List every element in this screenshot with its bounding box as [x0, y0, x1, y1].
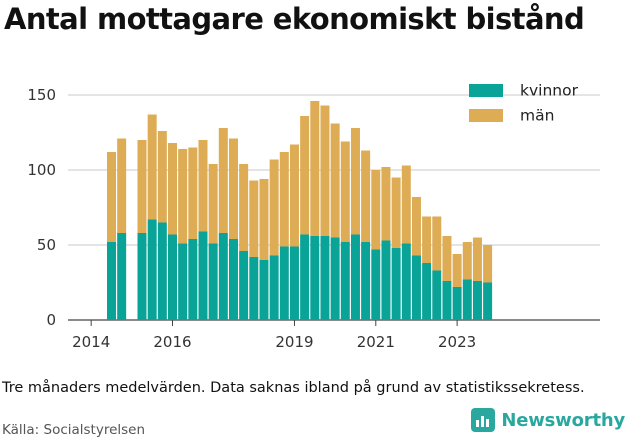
bar-kvinnor-2014Q4 — [117, 233, 127, 320]
bar-kvinnor-2020Q4 — [361, 242, 371, 320]
bar-man-2018Q2 — [259, 179, 269, 260]
bar-kvinnor-2018Q1 — [249, 257, 259, 320]
bar-man-2017Q4 — [239, 164, 249, 251]
bar-kvinnor-2019Q4 — [320, 236, 330, 320]
bar-chart: 0 50 100 150 2014 2016 2019 2021 2023 kvinnor mä… — [27, 82, 600, 351]
bar-kvinnor-2019Q2 — [300, 234, 310, 320]
bar-kvinnor-2023Q4 — [483, 282, 493, 320]
bar-man-2022Q3 — [432, 216, 442, 271]
bar-man-2016Q2 — [178, 149, 188, 244]
bars — [107, 101, 493, 320]
bar-kvinnor-2020Q3 — [350, 234, 360, 320]
bar-kvinnor-2022Q3 — [432, 270, 442, 320]
bar-man-2020Q4 — [361, 150, 371, 242]
bar-kvinnor-2018Q2 — [259, 260, 269, 320]
bar-kvinnor-2019Q1 — [289, 246, 299, 320]
bar-kvinnor-2017Q3 — [228, 239, 238, 320]
bar-man-2020Q3 — [350, 128, 360, 235]
bar-kvinnor-2023Q3 — [472, 281, 482, 320]
bar-man-2018Q3 — [269, 159, 279, 256]
bar-kvinnor-2021Q1 — [371, 249, 381, 320]
bar-kvinnor-2016Q2 — [178, 243, 188, 320]
bar-kvinnor-2018Q4 — [279, 246, 289, 320]
bar-man-2018Q1 — [249, 180, 259, 257]
bar-kvinnor-2018Q3 — [269, 255, 279, 320]
bar-kvinnor-2017Q1 — [208, 243, 218, 320]
bar-man-2020Q2 — [340, 141, 350, 242]
x-axis-tick-labels: 2014 2016 2019 2021 2023 — [72, 333, 476, 351]
bar-kvinnor-2015Q2 — [137, 233, 147, 320]
bar-man-2023Q2 — [462, 242, 472, 280]
bar-kvinnor-2022Q4 — [442, 281, 452, 320]
bar-man-2015Q4 — [157, 131, 167, 223]
legend: kvinnor män — [469, 82, 579, 125]
y-axis-tick-labels: 0 50 100 150 — [27, 86, 56, 329]
bar-man-2021Q1 — [371, 170, 381, 250]
bar-kvinnor-2020Q1 — [330, 237, 340, 320]
bar-kvinnor-2020Q2 — [340, 242, 350, 320]
bar-kvinnor-2021Q2 — [381, 240, 391, 320]
bar-man-2023Q1 — [452, 254, 462, 287]
bar-man-2021Q2 — [381, 167, 391, 241]
newsworthy-logo-icon — [471, 408, 496, 432]
brand-name: Newsworthy — [501, 409, 625, 431]
x-tick-label-2021: 2021 — [357, 333, 395, 351]
x-axis-tick-marks — [90, 320, 458, 326]
bar-kvinnor-2016Q3 — [188, 239, 198, 320]
bar-man-2015Q2 — [137, 140, 147, 233]
x-tick-label-2023: 2023 — [438, 333, 476, 351]
legend-swatch-man — [469, 109, 503, 122]
y-tick-label-0: 0 — [46, 311, 56, 329]
x-tick-label-2014: 2014 — [72, 333, 110, 351]
bar-man-2022Q4 — [442, 236, 452, 281]
legend-label-man: män — [520, 107, 554, 125]
bar-kvinnor-2022Q2 — [422, 263, 432, 320]
bar-man-2016Q3 — [188, 147, 198, 239]
bar-kvinnor-2016Q1 — [167, 234, 177, 320]
legend-label-kvinnor: kvinnor — [520, 82, 579, 100]
x-tick-label-2019: 2019 — [275, 333, 313, 351]
y-tick-label-50: 50 — [37, 236, 56, 254]
bar-man-2017Q1 — [208, 164, 218, 244]
chart-note: Tre månaders medelvärden. Data saknas ib… — [2, 380, 585, 396]
bar-man-2019Q2 — [300, 116, 310, 235]
bar-man-2020Q1 — [330, 123, 340, 238]
brand-logo[interactable]: Newsworthy — [471, 408, 625, 432]
bar-man-2017Q3 — [228, 138, 238, 239]
bar-kvinnor-2014Q3 — [107, 242, 116, 320]
bar-man-2018Q4 — [279, 152, 289, 247]
bar-man-2022Q2 — [422, 216, 432, 263]
bar-man-2016Q1 — [167, 143, 177, 235]
y-tick-label-150: 150 — [27, 86, 56, 104]
bar-man-2014Q4 — [117, 138, 127, 233]
bar-kvinnor-2017Q2 — [218, 233, 228, 320]
y-tick-label-100: 100 — [27, 161, 56, 179]
bar-man-2023Q4 — [483, 245, 493, 283]
legend-swatch-kvinnor — [469, 84, 503, 97]
bar-kvinnor-2023Q2 — [462, 279, 472, 320]
bar-man-2017Q2 — [218, 128, 228, 233]
bar-man-2019Q3 — [310, 101, 320, 236]
bar-kvinnor-2016Q4 — [198, 231, 208, 320]
bar-kvinnor-2023Q1 — [452, 287, 462, 320]
bar-kvinnor-2019Q3 — [310, 236, 320, 320]
bar-man-2023Q3 — [472, 237, 482, 281]
bar-man-2022Q1 — [411, 197, 421, 256]
bar-kvinnor-2021Q4 — [401, 243, 411, 320]
bar-man-2014Q3 — [107, 152, 116, 242]
bar-man-2016Q4 — [198, 140, 208, 232]
bar-man-2021Q3 — [391, 177, 401, 248]
bar-man-2019Q1 — [289, 144, 299, 247]
bar-kvinnor-2015Q4 — [157, 222, 167, 320]
bar-kvinnor-2022Q1 — [411, 255, 421, 320]
bar-kvinnor-2017Q4 — [239, 251, 249, 320]
chart-title: Antal mottagare ekonomiskt bistånd — [4, 2, 585, 36]
bar-man-2015Q3 — [147, 114, 157, 220]
bar-kvinnor-2021Q3 — [391, 248, 401, 320]
x-tick-label-2016: 2016 — [153, 333, 191, 351]
source-text: Källa: Socialstyrelsen — [2, 422, 146, 438]
bar-kvinnor-2015Q3 — [147, 219, 157, 320]
bar-man-2019Q4 — [320, 105, 330, 236]
bar-man-2021Q4 — [401, 165, 411, 244]
